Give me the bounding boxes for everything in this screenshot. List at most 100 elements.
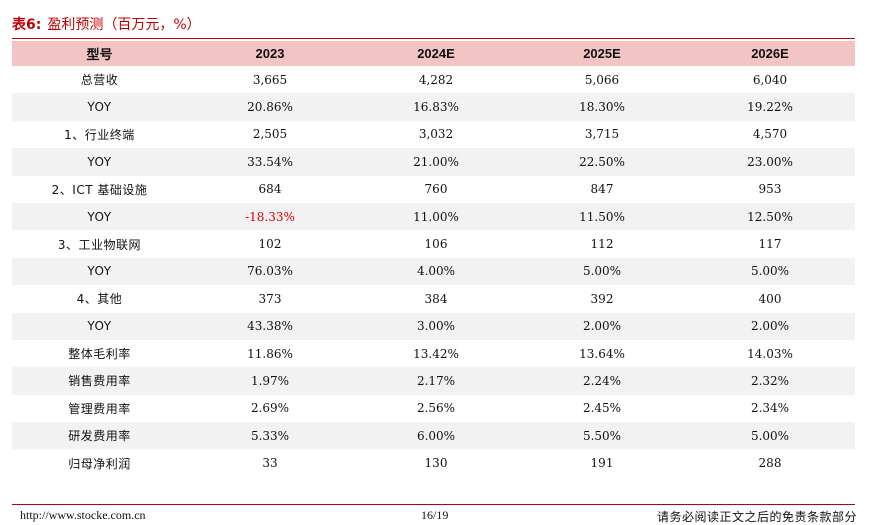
table-cell: 384 [424, 291, 448, 306]
table-cell: 13.64% [579, 346, 625, 361]
table-cell: 13.42% [413, 346, 459, 361]
table-cell: 3,665 [252, 72, 288, 87]
table-cell: 16.83% [353, 93, 519, 121]
table-cell: 4,282 [418, 72, 454, 87]
table-cell: 2.45% [582, 401, 622, 416]
table-cell: 11.50% [519, 202, 685, 231]
row-label: 研发费用率 [12, 422, 187, 450]
row-label: 整体毛利率 [68, 347, 131, 362]
table-cell: 20.86% [187, 93, 353, 121]
table-cell: 392 [590, 291, 614, 306]
table-number: 表6: [12, 17, 42, 33]
table-cell: 2.32% [685, 367, 855, 395]
row-label: 管理费用率 [68, 401, 131, 416]
table-row: 4、其他 373 384 392 400 [12, 285, 855, 312]
table-row: 总营收 3,665 4,282 5,066 6,040 [12, 66, 855, 93]
table-cell: 5.50% [519, 422, 685, 450]
table-cell: 2.34% [750, 401, 790, 416]
table-cell: 11.00% [353, 202, 519, 231]
table-cell: 23.00% [685, 148, 855, 176]
table-cell: 117 [758, 237, 782, 252]
table-row: 归母净利润 33 130 191 288 [12, 449, 855, 476]
header-2024e: 2024E [353, 41, 519, 66]
table-cell: 2,505 [252, 127, 288, 142]
table-cell: 3.00% [353, 312, 519, 340]
header-2026e: 2026E [685, 41, 855, 66]
row-label: 销售费用率 [12, 367, 187, 395]
table-cell: 5.00% [685, 257, 855, 286]
footer-disclaimer: 请务必阅读正文之后的免责条款部分 [656, 510, 857, 524]
table-cell: 76.03% [187, 257, 353, 286]
table-cell: -18.33% [187, 202, 353, 231]
table-cell: 400 [758, 291, 782, 306]
header-model: 型号 [12, 41, 187, 66]
table-cell: 373 [258, 291, 282, 306]
table-row: 管理费用率 2.69% 2.56% 2.45% 2.34% [12, 395, 855, 422]
page-number: 16/19 [421, 508, 449, 522]
table-row: YOY 33.54% 21.00% 22.50% 23.00% [12, 148, 855, 176]
table-cell: 2.56% [416, 401, 456, 416]
table-cell: 6,040 [752, 72, 788, 87]
table-row: 2、ICT 基础设施 684 760 847 953 [12, 176, 855, 203]
row-label: YOY [12, 312, 187, 340]
table-cell: 2.24% [519, 367, 685, 395]
table-row: YOY 20.86% 16.83% 18.30% 19.22% [12, 93, 855, 121]
row-label: YOY [12, 93, 187, 121]
table-cell: 3,715 [584, 127, 620, 142]
row-label: 2、ICT 基础设施 [51, 182, 148, 197]
table-cell: 19.22% [685, 93, 855, 121]
table-cell: 953 [758, 182, 782, 197]
table-cell: 106 [424, 237, 448, 252]
table-cell: 5.33% [187, 422, 353, 450]
table-cell: 11.86% [247, 346, 293, 361]
table-row: 3、工业物联网 102 106 112 117 [12, 230, 855, 257]
table-cell: 288 [758, 456, 782, 471]
table-cell: 112 [590, 237, 614, 252]
table-row: YOY -18.33% 11.00% 11.50% 12.50% [12, 202, 855, 231]
table-cell: 6.00% [353, 422, 519, 450]
table-row: 研发费用率 5.33% 6.00% 5.50% 5.00% [12, 422, 855, 450]
table-cell: 1.97% [187, 367, 353, 395]
earnings-forecast-table: 型号 2023 2024E 2025E 2026E 总营收 3,665 4,282 5… [12, 41, 855, 477]
table-cell: 847 [590, 182, 614, 197]
row-label: YOY [12, 148, 187, 176]
table-cell: 3,032 [418, 127, 454, 142]
table-row: 销售费用率 1.97% 2.17% 2.24% 2.32% [12, 367, 855, 395]
row-label: 4、其他 [76, 292, 123, 307]
table-cell: 102 [258, 237, 282, 252]
table-row: 1、行业终端 2,505 3,032 3,715 4,570 [12, 121, 855, 148]
table-cell: 5.00% [519, 257, 685, 286]
table-cell: 2.00% [685, 312, 855, 340]
footer-divider [12, 504, 855, 505]
table-title-text: 盈利预测（百万元，%） [47, 17, 201, 33]
table-cell: 33.54% [187, 148, 353, 176]
table-cell: 130 [424, 456, 448, 471]
row-label: 总营收 [80, 73, 119, 88]
header-2023: 2023 [187, 41, 353, 66]
row-label: YOY [12, 257, 187, 286]
table-cell: 4.00% [353, 257, 519, 286]
table-cell: 2.69% [250, 401, 290, 416]
row-label: YOY [12, 202, 187, 231]
table-row: 整体毛利率 11.86% 13.42% 13.64% 14.03% [12, 340, 855, 367]
table-cell: 21.00% [353, 148, 519, 176]
footer-url[interactable]: http://www.stocke.com.cn [20, 508, 146, 522]
table-cell: 5,066 [584, 72, 620, 87]
table-cell: 18.30% [519, 93, 685, 121]
table-cell: 33 [262, 456, 278, 471]
row-label: 3、工业物联网 [57, 237, 142, 252]
title-divider [12, 38, 855, 39]
table-row: YOY 43.38% 3.00% 2.00% 2.00% [12, 312, 855, 340]
table-cell: 760 [424, 182, 448, 197]
table-title: 表6: 盈利预测（百万元，%） [12, 14, 201, 34]
table-cell: 22.50% [519, 148, 685, 176]
row-label: 1、行业终端 [64, 127, 135, 142]
table-cell: 5.00% [685, 422, 855, 450]
table-cell: 4,570 [752, 127, 788, 142]
table-cell: 2.17% [353, 367, 519, 395]
table-header-row: 型号 2023 2024E 2025E 2026E [12, 41, 855, 66]
table-cell: 684 [258, 182, 282, 197]
table-cell: 2.00% [519, 312, 685, 340]
table-cell: 191 [590, 456, 614, 471]
row-label: 归母净利润 [68, 456, 131, 471]
